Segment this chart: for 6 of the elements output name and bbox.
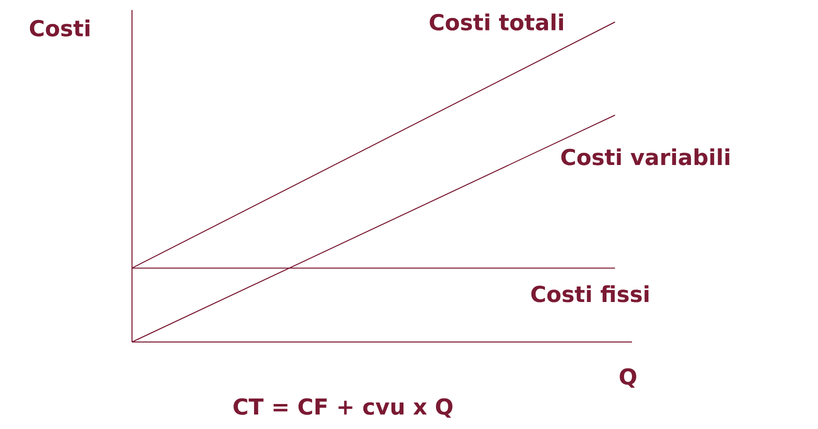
x-axis-title: Q <box>620 368 636 388</box>
text: CT = CF + cvu x Q <box>234 398 452 418</box>
series-label: Costi totali <box>430 13 563 31</box>
y-axis-title: Costi <box>30 19 90 37</box>
series-label: Costi fissi <box>531 285 648 302</box>
series-label: Costi variabili <box>561 148 730 166</box>
